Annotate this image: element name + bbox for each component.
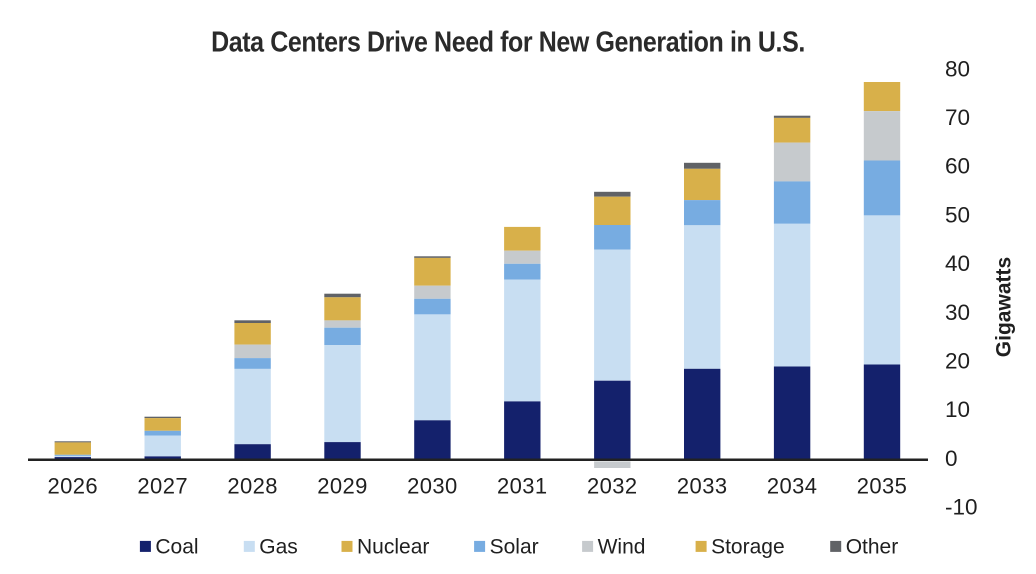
svg-text:2033: 2033 [677, 473, 728, 498]
svg-text:10: 10 [945, 397, 970, 422]
svg-text:2030: 2030 [407, 473, 458, 498]
svg-text:Wind: Wind [598, 535, 646, 558]
svg-text:Nuclear: Nuclear [357, 535, 429, 558]
svg-text:-10: -10 [945, 495, 978, 520]
svg-text:Other: Other [846, 535, 899, 558]
svg-text:0: 0 [945, 446, 958, 471]
svg-text:Gigawatts: Gigawatts [993, 257, 1016, 357]
svg-text:60: 60 [945, 154, 970, 179]
svg-text:2029: 2029 [317, 473, 368, 498]
svg-text:Coal: Coal [155, 535, 198, 558]
svg-text:2032: 2032 [587, 473, 638, 498]
svg-text:2034: 2034 [767, 473, 818, 498]
svg-text:Storage: Storage [711, 535, 785, 558]
svg-text:50: 50 [945, 202, 970, 227]
svg-text:Solar: Solar [490, 535, 539, 558]
svg-text:2028: 2028 [227, 473, 278, 498]
svg-text:2027: 2027 [137, 473, 188, 498]
svg-text:30: 30 [945, 300, 970, 325]
svg-text:2035: 2035 [857, 473, 908, 498]
svg-text:20: 20 [945, 349, 970, 374]
svg-text:Gas: Gas [259, 535, 298, 558]
svg-text:40: 40 [945, 251, 970, 276]
svg-text:2026: 2026 [48, 473, 99, 498]
svg-text:Data Centers Drive Need for Ne: Data Centers Drive Need for New Generati… [211, 25, 805, 58]
svg-text:2031: 2031 [497, 473, 548, 498]
svg-text:80: 80 [945, 56, 970, 81]
svg-text:70: 70 [945, 105, 970, 130]
